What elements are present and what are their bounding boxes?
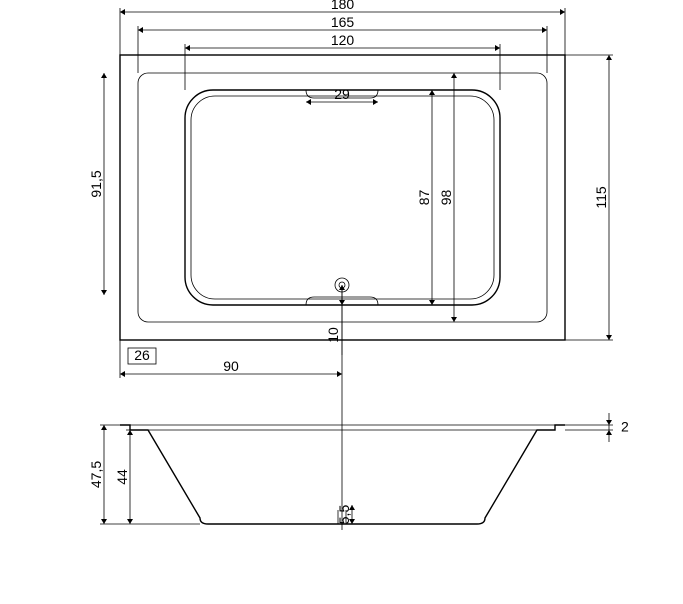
- technical-drawing: 180 165 120 29 90 115 98 87 91,5 10 26 47,5 44 2 5,5: [0, 0, 683, 604]
- dim-label: 120: [331, 32, 355, 48]
- dim-label: 87: [416, 190, 432, 206]
- dim-label: 47,5: [88, 461, 104, 488]
- top-view: 180 165 120 29 90 115 98 87 91,5 10 26: [88, 0, 613, 378]
- dim-label: 90: [223, 358, 239, 374]
- dim-label: 5,5: [336, 505, 352, 525]
- dim-label: 98: [438, 190, 454, 206]
- dim-label: 115: [593, 186, 609, 209]
- dim-label: 165: [331, 14, 355, 30]
- dim-label: 10: [325, 327, 341, 343]
- dim-label: 2: [621, 419, 629, 435]
- dim-label: 26: [134, 347, 150, 363]
- dim-label: 180: [331, 0, 355, 12]
- dim-label: 91,5: [88, 170, 104, 197]
- dim-label: 44: [114, 469, 130, 485]
- side-view: 47,5 44 2 5,5: [88, 378, 629, 530]
- dim-label: 29: [334, 86, 350, 102]
